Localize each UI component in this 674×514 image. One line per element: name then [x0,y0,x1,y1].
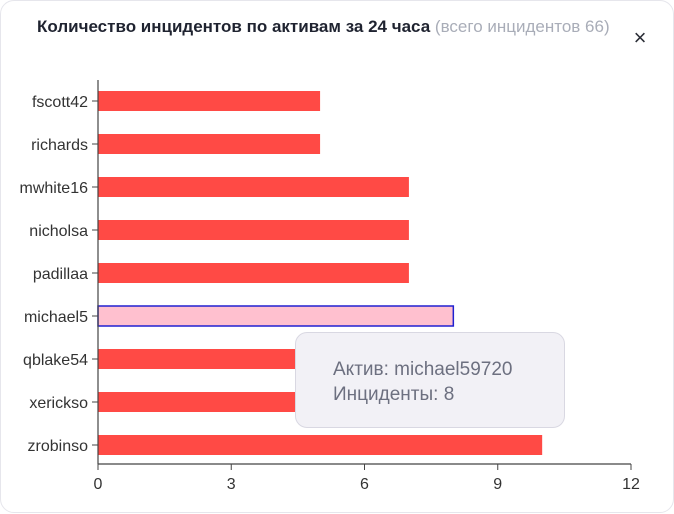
chart-subtitle: (всего инцидентов 66) [434,17,610,36]
y-tick-label: xerickso [29,395,88,412]
bar-fscott42[interactable] [98,91,321,111]
chart-title-block: Количество инцидентов по активам за 24 ч… [37,15,623,39]
x-tick-label: 6 [360,476,369,493]
bar-zrobinso[interactable] [98,435,543,455]
x-tick-label: 3 [227,476,236,493]
chart-title: Количество инцидентов по активам за 24 ч… [37,17,431,36]
y-tick-label: zrobinso [28,438,89,455]
y-tick-label: mwhite16 [20,180,89,197]
bar-padillaa[interactable] [98,263,409,283]
chart-tooltip: Актив: michael59720 Инциденты: 8 [295,332,565,428]
y-tick-label: richards [31,137,88,154]
x-tick-label: 9 [493,476,502,493]
x-tick-label: 0 [94,476,103,493]
close-icon[interactable]: × [633,25,647,50]
x-tick-label: 12 [622,476,640,493]
bar-nicholsa[interactable] [98,220,409,240]
y-tick-label: padillaa [33,266,88,283]
y-tick-label: qblake54 [23,352,88,369]
bar-michael5[interactable] [97,305,455,327]
bar-mwhite16[interactable] [98,177,409,197]
tooltip-asset: Актив: michael59720 [333,359,513,380]
y-tick-label: fscott42 [32,94,88,111]
y-tick-label: michael5 [24,309,88,326]
y-tick-label: nicholsa [29,223,88,240]
tooltip-incidents: Инциденты: 8 [333,384,455,405]
bar-richards[interactable] [98,134,321,154]
